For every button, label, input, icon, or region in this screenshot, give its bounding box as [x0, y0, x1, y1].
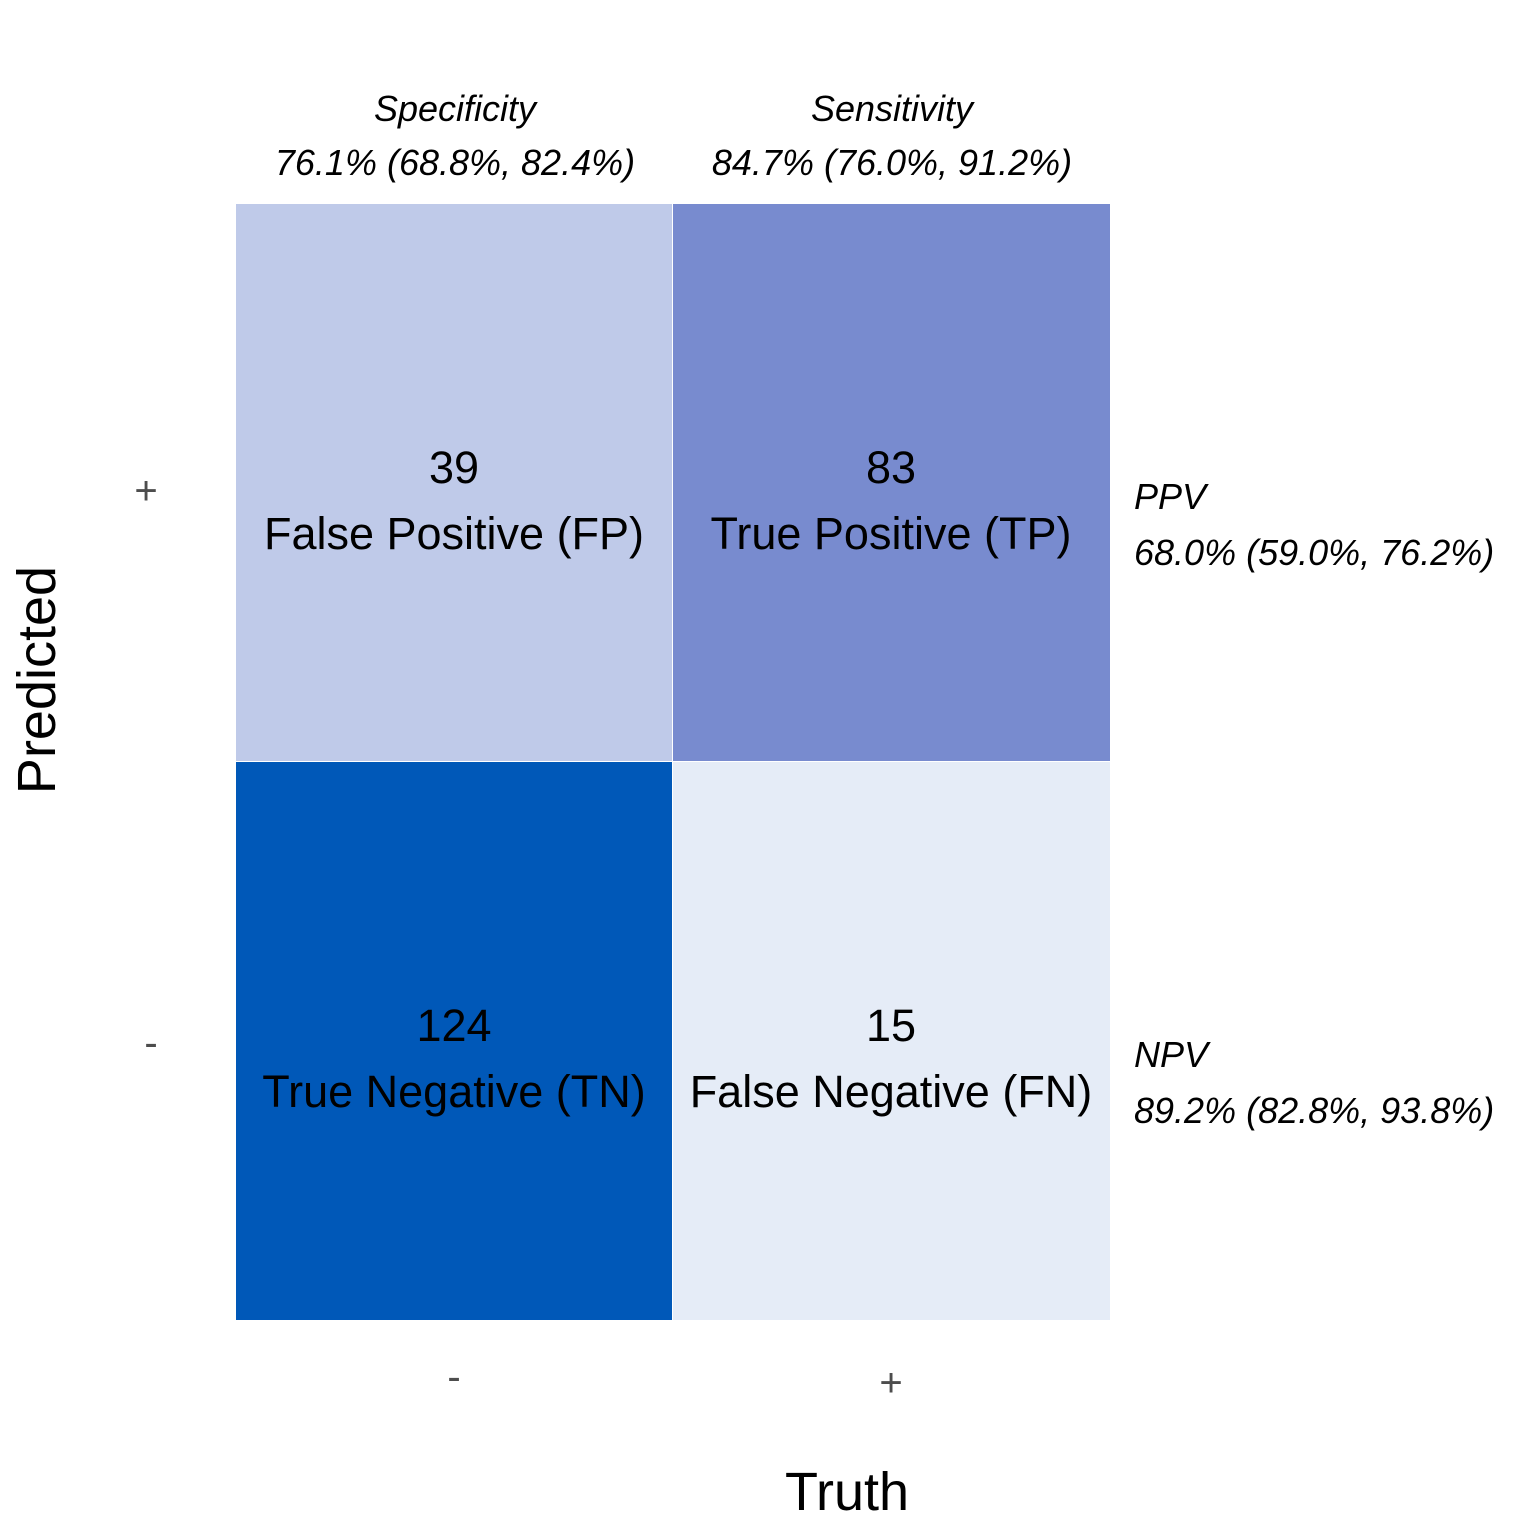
cell-false-negative: [673, 762, 1110, 1320]
x-tick-label-minus: -: [447, 1355, 460, 1399]
npv-value: 89.2% (82.8%, 93.8%): [1134, 1090, 1494, 1131]
y-axis-title: Predicted: [7, 566, 67, 794]
specificity-label: Specificity: [374, 88, 538, 129]
x-axis-title: Truth: [785, 1462, 909, 1522]
false-positive-label: False Positive (FP): [264, 508, 644, 559]
sensitivity-label: Sensitivity: [811, 88, 975, 129]
x-axis-ticks: - +: [447, 1355, 902, 1405]
cell-false-positive: [236, 204, 672, 761]
y-axis-ticks: + -: [134, 469, 157, 1065]
x-tick-label-plus: +: [879, 1361, 902, 1405]
sensitivity-value: 84.7% (76.0%, 91.2%): [712, 142, 1072, 183]
matrix-cells: [236, 204, 1110, 1320]
npv-label: NPV: [1134, 1034, 1211, 1075]
false-negative-label: False Negative (FN): [690, 1066, 1093, 1117]
y-tick-label-minus: -: [144, 1021, 157, 1065]
true-positive-count: 83: [866, 442, 916, 493]
true-negative-label: True Negative (TN): [262, 1066, 645, 1117]
cell-texts: 39 False Positive (FP) 83 True Positive …: [262, 442, 1092, 1117]
y-tick-label-plus: +: [134, 469, 157, 513]
row-metrics: PPV 68.0% (59.0%, 76.2%) NPV 89.2% (82.8…: [1134, 476, 1494, 1131]
specificity-value: 76.1% (68.8%, 82.4%): [275, 142, 635, 183]
true-positive-label: True Positive (TP): [711, 508, 1072, 559]
false-positive-count: 39: [429, 442, 479, 493]
column-metrics: Specificity 76.1% (68.8%, 82.4%) Sensiti…: [275, 88, 1072, 183]
cell-true-negative: [236, 762, 672, 1320]
cell-true-positive: [673, 204, 1110, 761]
ppv-label: PPV: [1134, 476, 1209, 517]
false-negative-count: 15: [866, 1000, 916, 1051]
true-negative-count: 124: [416, 1000, 491, 1051]
ppv-value: 68.0% (59.0%, 76.2%): [1134, 532, 1494, 573]
